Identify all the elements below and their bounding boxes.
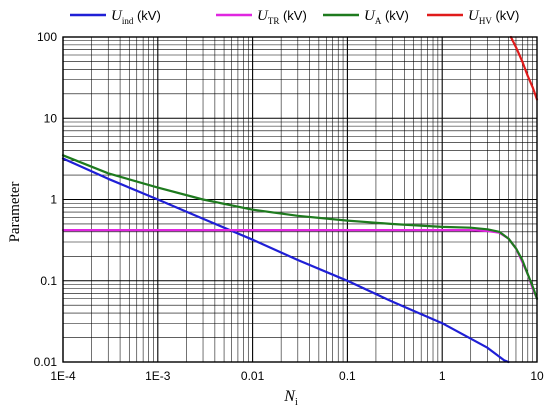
y-axis-title: Parameter	[7, 182, 23, 243]
x-tick-label: 0.1	[339, 369, 356, 383]
x-tick-label: 10	[530, 369, 544, 383]
plot-frame	[62, 36, 538, 363]
legend-label-ind: Uind (kV)	[111, 8, 161, 26]
y-tick-label: 1	[50, 193, 57, 207]
legend-label-tr: UTR (kV)	[257, 8, 307, 26]
x-axis-title-sub: i	[295, 397, 298, 408]
y-tick-label: 0.01	[34, 355, 58, 369]
x-tick-label: 0.01	[241, 369, 265, 383]
series-line-ind	[61, 157, 510, 364]
series-lines	[61, 35, 539, 364]
legend: Uind (kV) UTR (kV) UA (kV) UHV (kV)	[70, 8, 519, 26]
x-axis-title-main: N	[283, 388, 296, 405]
x-axis-title: Ni	[283, 388, 298, 408]
x-tick-label: 1E-4	[50, 369, 76, 383]
y-tick-label: 0.1	[40, 274, 57, 288]
x-tick-label: 1E-3	[145, 369, 171, 383]
series-line-a	[61, 154, 539, 300]
legend-label-hv: UHV (kV)	[468, 8, 519, 26]
grid-lines	[62, 37, 537, 363]
x-tick-label: 1	[439, 369, 446, 383]
series-line-hv	[509, 35, 539, 101]
tick-labels: 1E-4 1E-3 0.01 0.1 1 10 0.01 0.1 1 10 100	[34, 30, 544, 383]
legend-label-a: UA (kV)	[364, 8, 409, 26]
y-tick-label: 10	[44, 111, 58, 125]
y-tick-label: 100	[37, 30, 57, 44]
